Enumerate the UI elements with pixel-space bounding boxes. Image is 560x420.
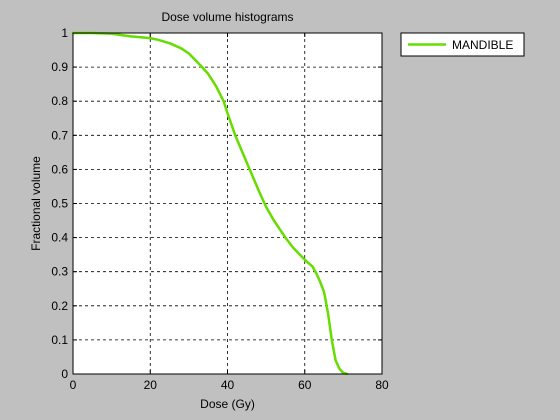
y-tick-labels: 0 0.1 0.2 0.3 0.4 0.5 0.6 0.7 0.8 0.9 1 — [51, 26, 68, 381]
x-tick-label: 80 — [375, 378, 389, 392]
x-tick-label: 0 — [70, 378, 77, 392]
legend-box — [400, 32, 525, 57]
x-tick-labels: 0 20 40 60 80 — [70, 378, 389, 392]
x-tick-label: 20 — [144, 378, 158, 392]
x-tick-label: 60 — [298, 378, 312, 392]
y-tick-label: 0.3 — [51, 265, 68, 279]
legend-label-mandible: MANDIBLE — [452, 38, 513, 52]
x-axis-label: Dose (Gy) — [200, 397, 255, 411]
y-tick-label: 0.1 — [51, 333, 68, 347]
y-tick-label: 0.2 — [51, 299, 68, 313]
series-line-mandible — [71, 31, 349, 376]
y-tick-label: 0.6 — [51, 162, 68, 176]
y-tick-label: 0.8 — [51, 94, 68, 108]
y-axis-label: Fractional volume — [29, 156, 43, 251]
grid-lines — [73, 33, 382, 374]
y-tick-label: 0.4 — [51, 231, 68, 245]
series-layer — [71, 31, 349, 376]
axis-ticks — [72, 32, 383, 375]
y-tick-label: 0.9 — [51, 60, 68, 74]
y-tick-label: 1 — [61, 26, 68, 40]
y-tick-label: 0 — [61, 367, 68, 381]
chart-title: Dose volume histograms — [161, 10, 293, 24]
y-tick-label: 0.5 — [51, 197, 68, 211]
x-tick-label: 40 — [221, 378, 235, 392]
y-tick-label: 0.7 — [51, 128, 68, 142]
legend: MANDIBLE — [400, 32, 525, 57]
